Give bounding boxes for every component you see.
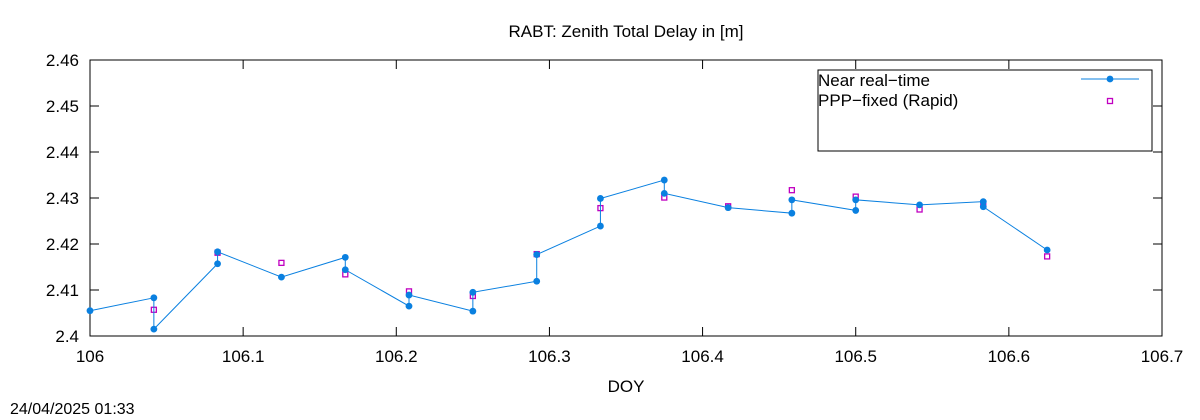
near-real-time-point [788, 209, 796, 217]
near-real-time-point [533, 277, 541, 285]
ppp-fixed-point [278, 259, 285, 267]
near-real-time-point [150, 325, 158, 333]
near-real-time-point [979, 198, 987, 206]
near-real-time-point [469, 288, 477, 296]
near-real-time-point [788, 196, 796, 204]
y-tick-label: 2.41 [46, 281, 79, 300]
near-real-time-point [341, 253, 349, 261]
near-real-time-point [405, 302, 413, 310]
near-real-time-point [86, 307, 94, 315]
x-tick-label: 106.7 [1141, 347, 1184, 366]
x-tick-label: 106.6 [988, 347, 1031, 366]
y-tick-label: 2.42 [46, 235, 79, 254]
legend-swatch-point-ppp-fixed [1106, 97, 1114, 105]
ppp-fixed-point [788, 187, 796, 194]
near-real-time-point [916, 201, 923, 209]
timestamp: 24/04/2025 01:33 [10, 401, 135, 418]
x-axis-label: DOY [608, 377, 645, 396]
x-tick-label: 106.2 [375, 347, 418, 366]
x-axis: 106 106.1 106.2 106.3 106.4 106.5 106.6 106.7 [76, 60, 1183, 366]
y-axis: 2.4 2.41 2.42 2.43 2.44 2.45 2.46 [46, 51, 1162, 346]
y-tick-label: 2.44 [46, 143, 79, 162]
legend-label-near-real-time: Near real−time [818, 71, 930, 90]
near-real-time-point [405, 291, 413, 299]
near-real-time-point [469, 307, 477, 315]
x-tick-label: 106 [76, 347, 104, 366]
near-real-time-point [533, 251, 541, 258]
near-real-time-point [278, 273, 285, 281]
near-real-time-point [660, 190, 668, 197]
x-tick-label: 106.5 [834, 347, 877, 366]
near-real-time-point [724, 204, 732, 212]
near-real-time-point [214, 260, 221, 268]
legend: Near real−time PPP−fixed (Rapid) [817, 69, 1153, 152]
x-tick-label: 106.4 [681, 347, 724, 366]
near-real-time-point [214, 248, 221, 256]
y-tick-label: 2.46 [46, 51, 79, 70]
near-real-time-point [852, 196, 860, 204]
chart-title: RABT: Zenith Total Delay in [m] [509, 22, 744, 41]
x-tick-label: 106.1 [222, 347, 265, 366]
legend-box [817, 69, 1153, 152]
y-tick-label: 2.4 [55, 327, 79, 346]
y-tick-label: 2.43 [46, 189, 79, 208]
near-real-time-point [660, 176, 668, 184]
near-real-time-point [597, 195, 604, 202]
near-real-time-line [89, 179, 1048, 331]
near-real-time-point [979, 203, 987, 211]
near-real-time-point [852, 207, 860, 214]
near-real-time-point [1043, 246, 1051, 254]
legend-swatch-point-near-real-time [1106, 75, 1114, 83]
near-real-time-point [341, 266, 349, 274]
x-tick-label: 106.3 [528, 347, 571, 366]
plot-area [86, 176, 1051, 333]
y-tick-label: 2.45 [46, 97, 79, 116]
ppp-fixed-point [1043, 253, 1051, 260]
near-real-time-point [150, 294, 158, 302]
legend-label-ppp-fixed: PPP−fixed (Rapid) [818, 91, 958, 110]
near-real-time-point [597, 222, 604, 230]
